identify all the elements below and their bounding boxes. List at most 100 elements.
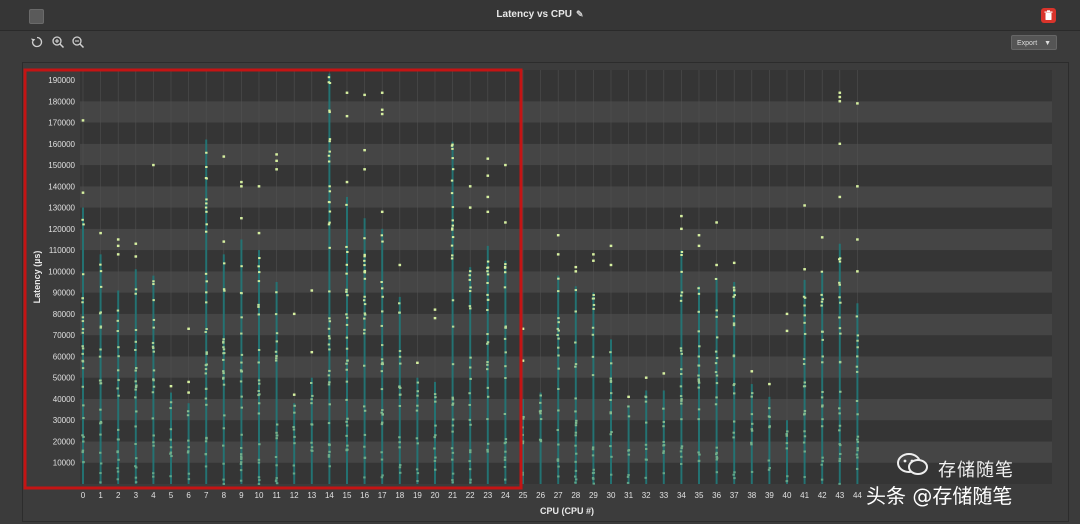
y-tick-label: 190000 xyxy=(48,76,75,85)
cpu-column-cpu-1[interactable] xyxy=(99,254,102,484)
data-point xyxy=(856,435,860,438)
cpu-column-cpu-19[interactable] xyxy=(416,377,419,484)
data-point xyxy=(680,455,683,458)
data-point xyxy=(99,263,102,266)
cpu-column-cpu-10[interactable] xyxy=(258,250,260,484)
data-point xyxy=(274,480,278,483)
data-point xyxy=(732,315,735,318)
data-point xyxy=(240,332,243,335)
data-point xyxy=(205,291,208,294)
data-point xyxy=(398,436,401,439)
cpu-column-cpu-3[interactable] xyxy=(134,269,137,484)
cpu-column-cpu-33[interactable] xyxy=(662,390,665,484)
data-point xyxy=(345,245,348,248)
data-point xyxy=(363,253,366,256)
cpu-column-cpu-36[interactable] xyxy=(715,277,718,484)
cpu-column-cpu-5[interactable] xyxy=(170,392,172,484)
window-icon[interactable] xyxy=(29,9,44,24)
cpu-column-cpu-21[interactable] xyxy=(451,141,454,485)
data-point xyxy=(380,234,384,237)
data-point xyxy=(838,361,842,364)
data-point xyxy=(116,319,119,322)
data-point xyxy=(98,312,102,315)
data-point xyxy=(82,404,85,407)
y-tick-label: 120000 xyxy=(48,225,75,234)
trash-icon[interactable] xyxy=(1041,8,1056,23)
cpu-column-cpu-18[interactable] xyxy=(398,296,401,484)
data-point xyxy=(714,403,718,406)
data-point xyxy=(204,272,208,275)
data-point xyxy=(328,465,331,468)
cpu-column-cpu-20[interactable] xyxy=(434,381,436,484)
data-point xyxy=(205,210,208,213)
cpu-column-cpu-16[interactable] xyxy=(363,218,366,485)
data-point xyxy=(328,150,331,153)
data-point xyxy=(134,476,138,479)
cpu-column-cpu-2[interactable] xyxy=(117,290,120,484)
cpu-column-cpu-24[interactable] xyxy=(504,260,507,484)
data-point xyxy=(697,310,700,313)
zoom-out-icon[interactable] xyxy=(71,35,85,49)
data-point xyxy=(767,468,771,471)
data-point xyxy=(732,324,736,327)
outlier-point xyxy=(680,214,683,218)
data-point xyxy=(574,469,578,472)
data-point xyxy=(257,379,261,382)
data-point xyxy=(99,348,102,351)
data-point xyxy=(786,475,789,478)
export-button[interactable]: Export ▼ xyxy=(1011,35,1057,50)
data-point xyxy=(134,288,138,291)
data-point xyxy=(327,154,331,157)
cpu-column-cpu-42[interactable] xyxy=(821,271,824,484)
data-point xyxy=(99,311,102,314)
data-point xyxy=(240,361,243,364)
data-point xyxy=(416,394,419,397)
outlier-point xyxy=(556,253,560,256)
cpu-column-cpu-17[interactable] xyxy=(381,228,384,484)
cpu-column-cpu-40[interactable] xyxy=(786,420,788,484)
cpu-column-cpu-44[interactable] xyxy=(856,303,859,484)
data-point xyxy=(468,290,472,293)
cpu-column-cpu-31[interactable] xyxy=(627,405,630,484)
cpu-column-cpu-8[interactable] xyxy=(222,254,225,484)
cpu-column-cpu-43[interactable] xyxy=(838,243,841,484)
data-point xyxy=(557,346,560,349)
data-point xyxy=(99,462,103,465)
outlier-point xyxy=(556,234,560,237)
data-point xyxy=(803,412,806,415)
cpu-column-cpu-6[interactable] xyxy=(187,403,190,484)
reset-zoom-icon[interactable] xyxy=(30,35,44,49)
cpu-column-cpu-38[interactable] xyxy=(750,384,753,484)
cpu-column-cpu-28[interactable] xyxy=(574,286,577,484)
chart-title[interactable]: Latency vs CPU ✎ xyxy=(0,9,1080,20)
cpu-column-cpu-22[interactable] xyxy=(469,267,472,484)
zoom-in-icon[interactable] xyxy=(51,35,65,49)
cpu-column-cpu-29[interactable] xyxy=(592,292,595,484)
data-point xyxy=(610,362,613,365)
cpu-column-cpu-15[interactable] xyxy=(346,196,348,484)
cpu-column-cpu-11[interactable] xyxy=(275,282,278,484)
cpu-column-cpu-39[interactable] xyxy=(768,396,771,484)
cpu-column-cpu-13[interactable] xyxy=(310,377,313,484)
data-point xyxy=(380,363,384,366)
cpu-column-cpu-34[interactable] xyxy=(680,250,683,484)
x-tick-label: 3 xyxy=(134,491,139,500)
data-point xyxy=(327,160,331,163)
cpu-column-cpu-14[interactable] xyxy=(328,73,331,484)
data-point xyxy=(821,460,824,463)
pencil-icon[interactable]: ✎ xyxy=(576,9,584,19)
cpu-column-cpu-32[interactable] xyxy=(645,390,648,484)
data-point xyxy=(838,443,841,446)
cpu-column-cpu-27[interactable] xyxy=(557,275,560,484)
cpu-column-cpu-35[interactable] xyxy=(698,286,700,484)
data-point xyxy=(838,316,841,319)
data-point xyxy=(275,355,278,358)
cpu-column-cpu-7[interactable] xyxy=(205,139,208,484)
data-point xyxy=(609,433,612,436)
cpu-column-cpu-26[interactable] xyxy=(539,392,542,484)
data-point xyxy=(117,458,120,461)
data-point xyxy=(697,287,700,290)
plot-band xyxy=(80,441,1052,463)
outlier-point xyxy=(680,227,683,231)
